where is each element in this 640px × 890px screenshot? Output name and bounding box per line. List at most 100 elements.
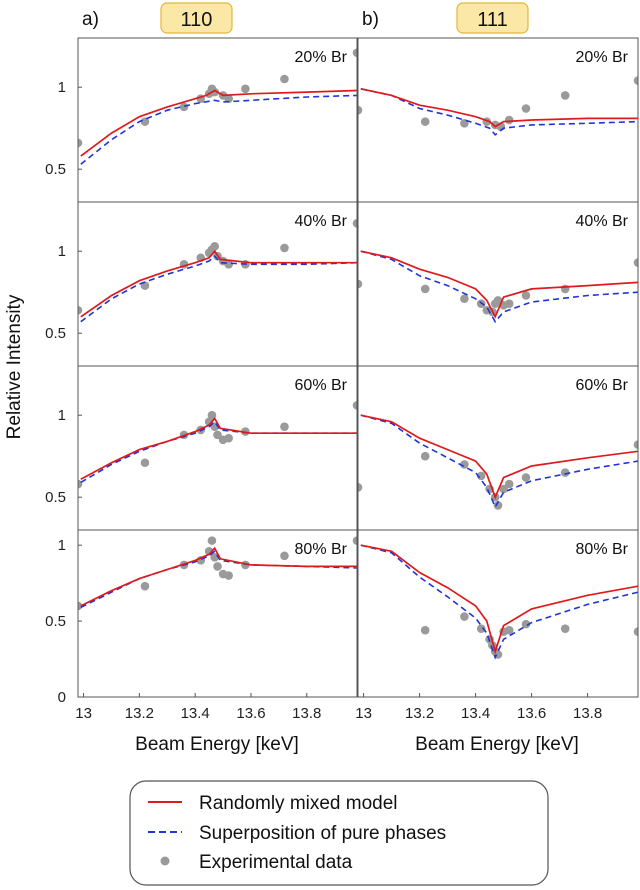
experimental-point xyxy=(493,296,503,305)
experimental-point xyxy=(560,91,570,100)
experimental-point xyxy=(460,294,469,304)
legend-blue-label: Superposition of pure phases xyxy=(199,823,446,844)
pure-phase-superposition-line xyxy=(360,544,638,660)
panel-0-1: 20% Br xyxy=(357,37,639,203)
composition-label: 80% Br xyxy=(576,541,629,558)
panel-label-b: b) xyxy=(362,9,379,30)
experimental-point xyxy=(560,468,570,477)
composition-label: 40% Br xyxy=(576,213,629,230)
experimental-point xyxy=(521,619,531,629)
experimental-point xyxy=(504,115,514,125)
experimental-point xyxy=(224,94,233,103)
x-tick-label: 13.6 xyxy=(236,705,265,722)
experimental-point xyxy=(78,305,83,315)
reflection-badge-110: 110 xyxy=(160,2,233,34)
panel-plot-area xyxy=(78,48,357,165)
legend-marker-swatch xyxy=(160,856,170,866)
randomly-mixed-model-line xyxy=(80,249,357,318)
experimental-point xyxy=(499,484,508,494)
pure-phase-superposition-line xyxy=(80,420,357,484)
y-tick-label: 1 xyxy=(58,537,66,554)
experimental-point xyxy=(280,243,289,253)
x-tick-label: 13 xyxy=(75,705,92,722)
experimental-point xyxy=(633,258,638,267)
experimental-point xyxy=(504,625,514,635)
panels-layer: 20% Br 20% Br 40% Br 40% Br 60% Br 60% Br 80% … xyxy=(77,37,639,698)
y-tick-label: 0 xyxy=(58,689,66,706)
pure-phase-superposition-line xyxy=(360,250,638,324)
experimental-point xyxy=(207,410,217,420)
randomly-mixed-model-line xyxy=(360,87,638,128)
experimental-point xyxy=(633,440,638,450)
panel-plot-area xyxy=(78,219,357,323)
experimental-point xyxy=(633,627,638,637)
experimental-point xyxy=(521,104,531,113)
composition-label: 60% Br xyxy=(295,377,348,394)
legend-red-label: Randomly mixed model xyxy=(199,793,398,814)
panel-plot-area xyxy=(78,401,357,489)
experimental-point xyxy=(213,562,222,571)
panel-label-a: a) xyxy=(82,9,99,30)
legend-marker-label: Experimental data xyxy=(199,852,353,873)
experimental-point xyxy=(224,433,233,443)
panel-plot-area xyxy=(360,544,638,660)
panel-2-0: 60% Br xyxy=(77,365,358,531)
x-tick-label: 13.6 xyxy=(517,705,546,722)
tick-labels-layer: 1 0.5 1 0.5 1 0.5 1 0.5 0 13 13.2 13.4 13.6 13.8 13 13.… xyxy=(45,79,602,722)
experimental-point xyxy=(420,625,430,635)
y-tick-label: 0.5 xyxy=(45,325,66,342)
pure-phase-superposition-line xyxy=(80,550,357,609)
experimental-point xyxy=(140,117,150,126)
experimental-point xyxy=(504,479,514,489)
experimental-point xyxy=(280,422,289,431)
randomly-mixed-model-line xyxy=(80,546,357,607)
x-tick-label: 13 xyxy=(355,705,372,722)
experimental-point xyxy=(140,581,150,591)
experimental-point xyxy=(78,138,83,148)
experimental-point xyxy=(352,48,357,58)
experimental-point xyxy=(280,551,289,561)
experimental-point xyxy=(493,501,503,510)
y-tick-label: 1 xyxy=(58,79,66,96)
x-axis-label-right: Beam Energy [keV] xyxy=(415,734,579,755)
experimental-point xyxy=(358,483,363,492)
y-tick-label: 1 xyxy=(58,243,66,260)
experimental-point xyxy=(241,84,250,94)
composition-label: 60% Br xyxy=(576,377,629,394)
reflection-badge-111: 111 xyxy=(456,2,529,34)
experimental-point xyxy=(521,291,531,300)
experimental-point xyxy=(420,117,430,126)
experimental-point xyxy=(560,624,570,633)
experimental-point xyxy=(207,536,217,545)
experimental-point xyxy=(352,401,357,410)
panel-1-1: 40% Br xyxy=(357,201,639,367)
composition-label: 40% Br xyxy=(295,213,348,230)
experimental-point xyxy=(633,76,638,85)
panel-plot-area xyxy=(78,536,357,611)
randomly-mixed-model-line xyxy=(80,89,357,157)
randomly-mixed-model-line xyxy=(360,544,638,655)
experimental-point xyxy=(210,241,220,251)
experimental-point xyxy=(476,624,486,633)
panel-3-0: 80% Br xyxy=(77,529,358,698)
experimental-point xyxy=(224,260,233,269)
experimental-point xyxy=(352,536,357,545)
experimental-point xyxy=(460,460,469,469)
reflection-110-text: 110 xyxy=(181,9,213,31)
experimental-point xyxy=(420,451,430,461)
panel-2-1: 60% Br xyxy=(357,365,639,531)
experimental-point xyxy=(358,279,363,289)
experimental-point xyxy=(460,612,469,621)
pure-phase-superposition-line xyxy=(80,254,357,323)
x-tick-label: 13.4 xyxy=(181,705,210,722)
composition-label: 20% Br xyxy=(295,49,348,66)
panel-3-1: 80% Br xyxy=(357,529,639,698)
experimental-point xyxy=(210,87,220,97)
experimental-point xyxy=(179,102,189,112)
x-axis-label-left: Beam Energy [keV] xyxy=(135,734,299,755)
composition-label: 20% Br xyxy=(576,49,629,66)
randomly-mixed-model-line xyxy=(360,414,638,500)
panel-0-0: 20% Br xyxy=(77,37,358,203)
experimental-point xyxy=(358,105,363,115)
